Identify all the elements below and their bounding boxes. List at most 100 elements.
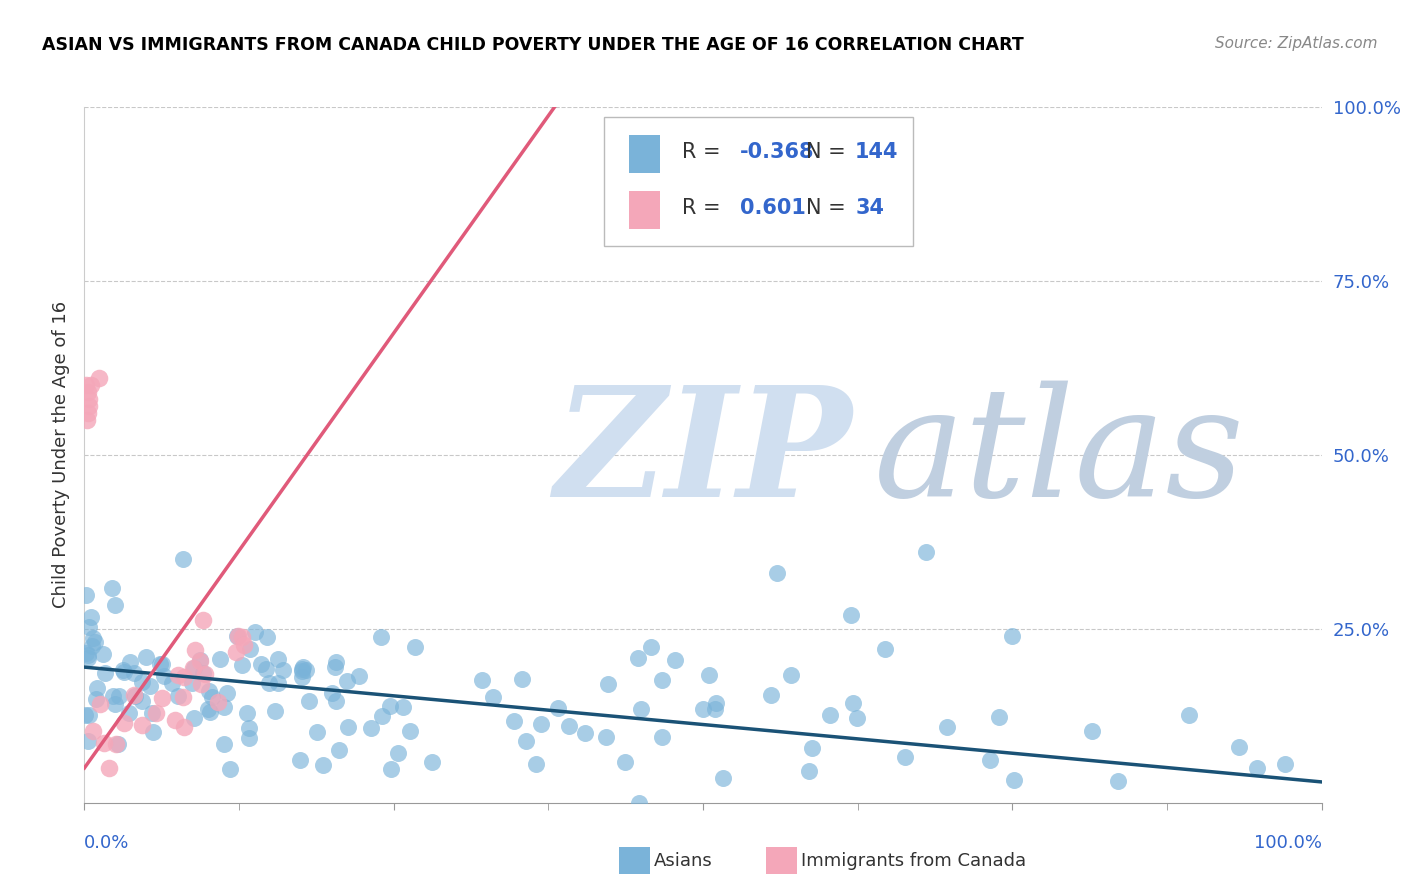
Point <box>766 566 789 581</box>
Point <box>628 796 651 810</box>
Point <box>84 635 107 649</box>
Point <box>141 706 163 720</box>
Point <box>325 694 347 708</box>
Point <box>153 669 176 683</box>
Point <box>1229 740 1251 755</box>
Point <box>1246 761 1268 775</box>
Point <box>404 640 426 654</box>
Point <box>172 552 194 566</box>
Point <box>841 607 863 622</box>
Point <box>596 676 619 690</box>
Point <box>779 668 801 682</box>
Point <box>245 624 267 639</box>
Point <box>1002 773 1025 788</box>
Point <box>1081 724 1104 739</box>
Point <box>218 762 240 776</box>
Text: Asians: Asians <box>654 852 713 870</box>
Point <box>630 701 652 715</box>
Point <box>79 399 101 413</box>
Point <box>124 689 146 703</box>
Point <box>392 699 415 714</box>
Point <box>651 673 673 688</box>
Point <box>1274 757 1296 772</box>
Point <box>291 670 314 684</box>
Bar <box>628 135 659 173</box>
Point <box>295 663 318 677</box>
Point <box>80 639 103 653</box>
Point <box>184 643 207 657</box>
Point <box>150 657 173 671</box>
Point <box>704 696 727 710</box>
Point <box>290 661 312 675</box>
Point <box>77 385 100 400</box>
Point <box>118 706 141 721</box>
Point <box>75 588 97 602</box>
Point <box>238 731 260 745</box>
Point <box>640 640 662 654</box>
Point <box>181 661 204 675</box>
Point <box>979 753 1001 767</box>
Point <box>235 706 257 720</box>
FancyBboxPatch shape <box>605 118 914 246</box>
Point <box>97 761 120 775</box>
Point <box>336 674 359 689</box>
Point <box>198 705 221 719</box>
Point <box>105 737 128 751</box>
Point <box>547 701 569 715</box>
Point <box>914 545 936 559</box>
Bar <box>628 191 659 229</box>
Text: ZIP: ZIP <box>554 380 852 530</box>
Point <box>231 657 253 672</box>
Point <box>820 708 842 723</box>
Point <box>271 663 294 677</box>
Text: N =: N = <box>806 142 852 162</box>
Point <box>183 711 205 725</box>
Point <box>873 642 896 657</box>
Point <box>530 717 553 731</box>
Point <box>183 661 205 675</box>
Point <box>111 663 134 677</box>
Point <box>482 690 505 704</box>
Point <box>131 694 153 708</box>
Point <box>103 689 125 703</box>
Point <box>82 631 104 645</box>
Point <box>77 648 100 662</box>
Point <box>1178 708 1201 723</box>
Point <box>239 642 262 657</box>
Point <box>692 701 714 715</box>
Point <box>378 699 401 714</box>
Point <box>198 684 221 698</box>
Point <box>321 686 343 700</box>
Text: 34: 34 <box>855 198 884 218</box>
Point <box>250 657 273 672</box>
Point <box>160 676 183 690</box>
Text: 144: 144 <box>855 142 898 162</box>
Point <box>188 653 211 667</box>
Point <box>165 713 187 727</box>
Point <box>664 653 686 667</box>
Point <box>845 711 868 725</box>
Point <box>267 651 290 665</box>
Point <box>627 651 650 665</box>
Point <box>336 720 359 734</box>
Point <box>987 709 1010 723</box>
Point <box>86 692 108 706</box>
Point <box>398 724 420 739</box>
Point <box>180 675 202 690</box>
Point <box>77 620 100 634</box>
Point <box>79 392 101 407</box>
Point <box>697 667 720 681</box>
Text: 0.601: 0.601 <box>740 198 806 218</box>
Point <box>145 706 167 720</box>
Point <box>194 667 217 681</box>
Point <box>380 762 402 776</box>
Point <box>93 736 115 750</box>
Point <box>150 691 173 706</box>
Point <box>256 630 278 644</box>
Point <box>370 630 392 644</box>
Point <box>201 690 224 704</box>
Point <box>801 741 824 756</box>
Point <box>77 734 100 748</box>
Text: -0.368: -0.368 <box>740 142 814 162</box>
Point <box>515 734 537 748</box>
